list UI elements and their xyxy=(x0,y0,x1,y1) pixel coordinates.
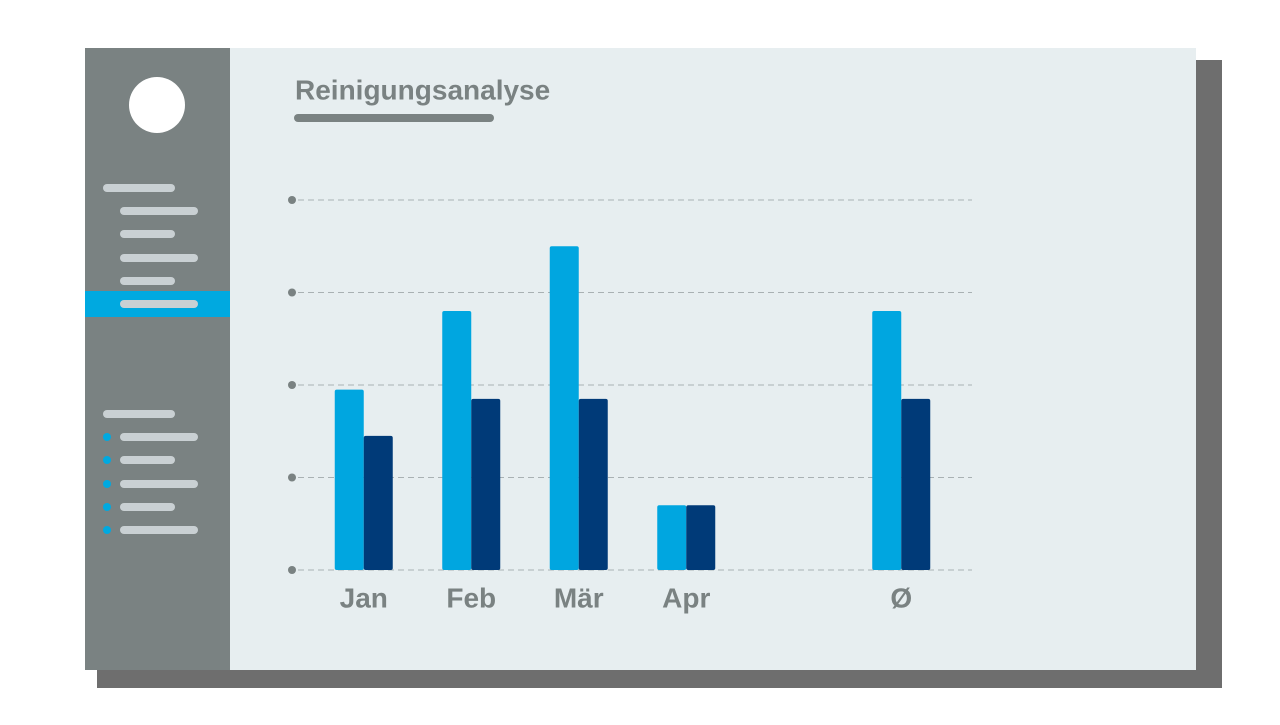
bar xyxy=(901,398,931,570)
chart-title: Reinigungsanalyse xyxy=(295,74,550,105)
y-tick xyxy=(288,196,296,204)
bar xyxy=(686,505,716,570)
submenu-dots xyxy=(103,433,111,534)
bar xyxy=(578,398,608,570)
menu xyxy=(103,184,198,285)
y-tick xyxy=(288,288,296,297)
bar xyxy=(471,398,501,570)
x-tick-label: Feb xyxy=(446,582,496,613)
bar xyxy=(549,246,579,570)
submenu xyxy=(103,410,198,534)
x-tick-label: Mär xyxy=(554,582,604,613)
bar xyxy=(363,435,393,570)
bar xyxy=(334,389,364,570)
sidebar xyxy=(85,48,230,670)
bar xyxy=(442,311,472,570)
avatar xyxy=(129,77,185,133)
y-tick xyxy=(288,381,296,389)
y-tick xyxy=(288,566,296,574)
y-tick xyxy=(288,473,296,482)
bar xyxy=(657,505,687,570)
x-tick-label: Apr xyxy=(662,582,710,613)
x-tick-label: Jan xyxy=(340,582,388,613)
x-tick-label: Ø xyxy=(890,582,912,613)
bar xyxy=(872,311,902,570)
window xyxy=(85,48,1196,670)
